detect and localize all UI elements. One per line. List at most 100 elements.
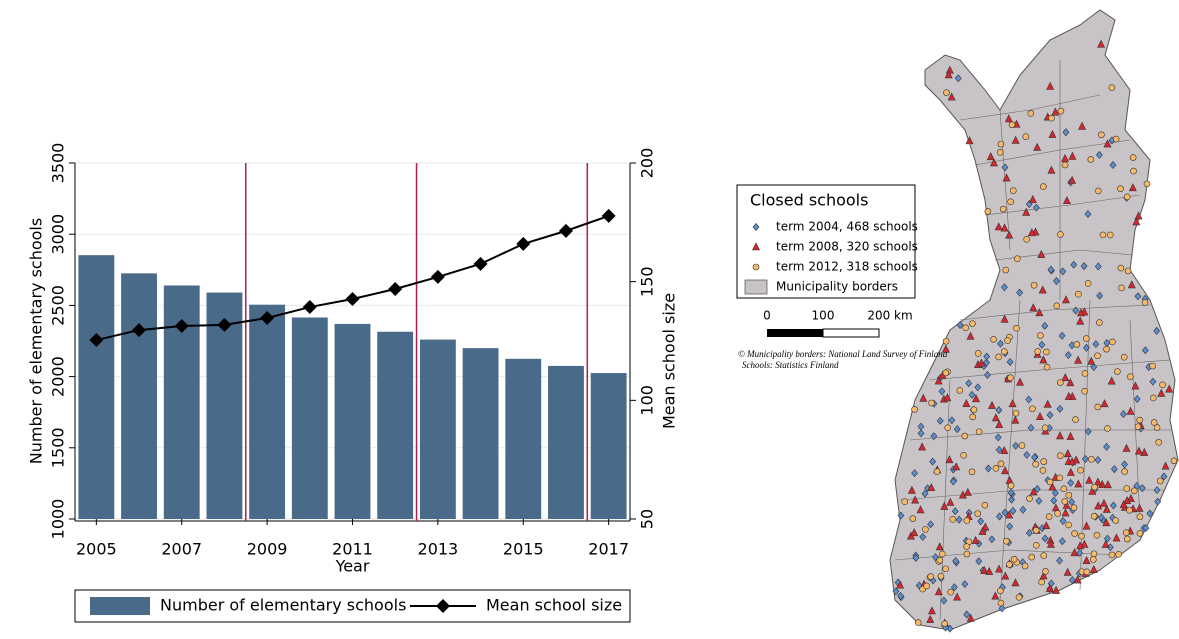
map-point	[953, 592, 962, 601]
map-point	[1043, 363, 1051, 371]
map-point	[1087, 356, 1096, 365]
map-point	[1149, 362, 1156, 370]
map-point	[947, 588, 955, 596]
map-point	[912, 553, 920, 562]
map-point	[988, 535, 996, 544]
map-point	[1066, 378, 1075, 387]
map-legend-title: Closed schools	[750, 191, 868, 210]
map-point	[1005, 230, 1014, 239]
map-point	[1082, 521, 1091, 530]
map-point	[1057, 231, 1064, 238]
map-point	[1114, 368, 1121, 375]
map-point	[1123, 535, 1131, 543]
map-point	[1037, 249, 1046, 258]
bar	[590, 373, 627, 519]
map-point	[1062, 295, 1070, 304]
map-point	[974, 350, 982, 357]
map-point	[1097, 39, 1106, 48]
scale-label: 100	[812, 309, 835, 323]
map-point	[1112, 533, 1121, 542]
map-point	[997, 460, 1005, 468]
map-point	[990, 158, 998, 167]
map-point	[1033, 142, 1042, 151]
map-point	[1036, 412, 1044, 420]
map-point	[983, 358, 990, 367]
map-point	[1095, 150, 1103, 159]
map-point	[974, 383, 982, 392]
map-point	[1143, 180, 1151, 188]
legend-label: Number of elementary schools	[160, 596, 406, 615]
map-point	[941, 620, 948, 627]
map-point	[984, 371, 991, 379]
map-point	[1078, 121, 1087, 130]
map-point	[929, 457, 937, 466]
map-point	[985, 464, 992, 473]
map-point	[1025, 528, 1033, 537]
map-point	[975, 428, 983, 436]
map-point	[1041, 534, 1049, 543]
map-point	[985, 566, 994, 575]
map-point	[927, 573, 935, 580]
map-point	[1025, 395, 1033, 404]
map-point	[950, 583, 958, 592]
map-point	[977, 358, 986, 367]
map-point	[1088, 486, 1097, 495]
map-point	[1010, 555, 1018, 563]
map-point	[1073, 341, 1081, 348]
map-point	[1098, 513, 1105, 522]
bar	[419, 339, 456, 519]
map-point	[1153, 326, 1161, 335]
map-point	[1039, 355, 1048, 364]
map-point	[954, 74, 962, 83]
bar	[505, 358, 542, 519]
map-point	[1058, 331, 1066, 340]
map-legend-marker	[752, 223, 760, 231]
map-point	[1094, 262, 1102, 271]
map-point	[1046, 478, 1054, 486]
map-point	[969, 413, 977, 421]
map-point	[1110, 465, 1118, 474]
map-point	[1094, 403, 1102, 411]
map-point	[1109, 161, 1117, 169]
map-point	[981, 501, 989, 509]
map-point	[1007, 374, 1014, 381]
marker	[473, 256, 488, 271]
map-point	[1087, 156, 1095, 163]
map-point	[995, 445, 1003, 454]
map-point	[942, 565, 949, 573]
map-point	[1023, 450, 1031, 459]
map-point	[955, 515, 963, 524]
y-tick-label: 1000	[49, 499, 68, 540]
map-point	[1061, 498, 1069, 505]
map-point	[1161, 461, 1170, 470]
map-point	[937, 572, 945, 580]
y-axis-title: Number of elementary schools	[27, 218, 46, 464]
map-point	[1047, 265, 1055, 274]
map-point	[1090, 512, 1098, 520]
map-point	[1066, 467, 1075, 476]
map-point	[1061, 508, 1070, 517]
map-point	[996, 148, 1004, 156]
map-point	[938, 387, 946, 396]
map-point	[1031, 453, 1038, 462]
map-point	[1149, 394, 1157, 402]
map-point	[952, 462, 961, 471]
map-point	[1038, 285, 1047, 294]
map-point	[892, 587, 900, 596]
map-point	[1131, 381, 1140, 390]
map-point	[977, 517, 985, 526]
map-point	[1060, 485, 1068, 493]
map-point	[1072, 416, 1079, 423]
map-point	[917, 422, 925, 431]
map-point	[1080, 539, 1089, 548]
y-tick-label: 1500	[49, 427, 68, 468]
map-point	[1156, 477, 1164, 485]
map-point	[1054, 510, 1061, 517]
map-point	[930, 432, 938, 441]
map-point	[1103, 442, 1110, 451]
map-point	[1083, 568, 1091, 576]
marker	[430, 269, 445, 284]
map-point	[1134, 211, 1143, 220]
map-point	[1066, 431, 1075, 440]
